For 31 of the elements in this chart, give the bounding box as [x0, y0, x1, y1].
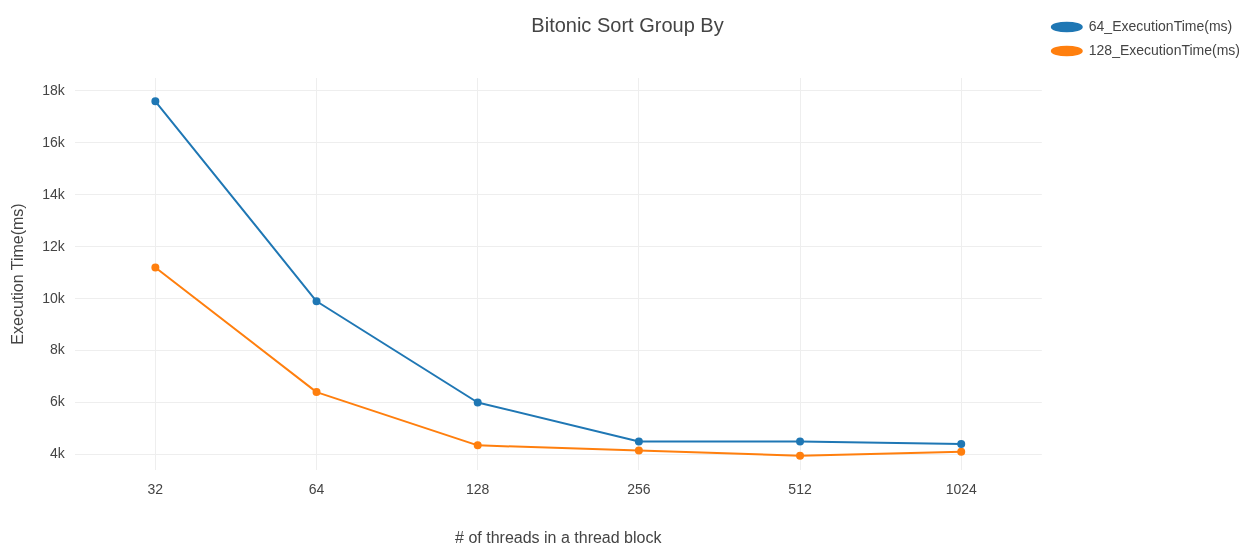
y-tick-label: 4k	[49, 445, 66, 462]
y-tick-label: 14k	[42, 185, 66, 202]
y-tick-label: 12k	[42, 237, 66, 254]
y-tick-label: 6k	[49, 393, 66, 410]
x-tick-label: 512	[788, 481, 812, 498]
point	[957, 447, 966, 456]
point	[312, 297, 321, 306]
x-tick-label: 32	[147, 481, 164, 498]
point	[151, 97, 160, 106]
legend-label: 64_ExecutionTime(ms)	[1088, 17, 1233, 34]
x-axis-title: # of threads in a thread block	[455, 528, 663, 546]
point	[473, 398, 482, 407]
x-tick-label: 256	[627, 481, 651, 498]
y-tick-label: 8k	[49, 341, 66, 358]
y-axis-title: Execution Time(ms)	[9, 203, 27, 345]
point	[634, 446, 643, 455]
point	[796, 437, 805, 446]
x-tick-label: 64	[308, 481, 325, 498]
point	[312, 388, 321, 397]
x-tick-label: 1024	[945, 481, 977, 498]
y-tick-label: 18k	[42, 81, 66, 98]
chart-title: Bitonic Sort Group By	[531, 13, 724, 36]
point	[473, 441, 482, 450]
point	[957, 440, 966, 449]
point	[151, 263, 160, 272]
x-tick-label: 128	[466, 481, 490, 498]
legend-label: 128_ExecutionTime(ms)	[1088, 41, 1241, 58]
y-tick-label: 10k	[42, 289, 66, 306]
point	[634, 437, 643, 446]
point	[796, 451, 805, 460]
y-tick-label: 16k	[42, 133, 66, 150]
